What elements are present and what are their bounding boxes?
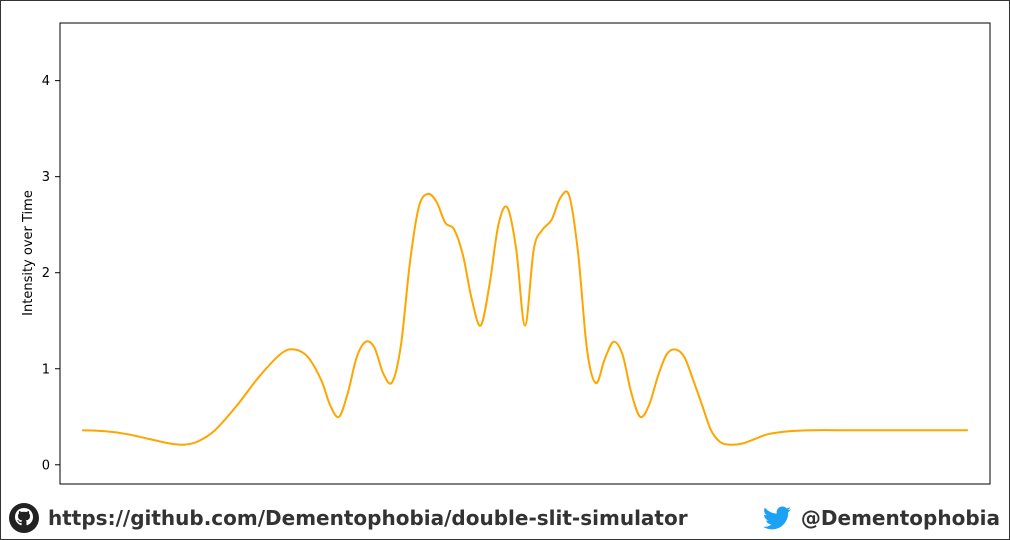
y-tick-label: 3 xyxy=(42,170,50,185)
y-tick-label: 0 xyxy=(42,458,50,473)
y-tick-label: 2 xyxy=(42,266,50,281)
twitter-handle: @Dementophobia xyxy=(800,506,1000,530)
github-link[interactable]: https://github.com/Dementophobia/double-… xyxy=(8,502,688,534)
twitter-link[interactable]: @Dementophobia xyxy=(761,502,1000,534)
intensity-chart: 0 1 2 3 4 Intensity over Time xyxy=(21,22,991,485)
github-icon xyxy=(9,503,39,533)
y-tick-label: 4 xyxy=(42,74,50,89)
twitter-icon xyxy=(762,506,791,530)
plot-area xyxy=(59,22,991,485)
footer: https://github.com/Dementophobia/double-… xyxy=(0,496,1010,540)
series-line xyxy=(82,190,968,446)
github-url: https://github.com/Dementophobia/double-… xyxy=(48,506,688,530)
y-tick-label: 1 xyxy=(42,362,50,377)
y-axis-label: Intensity over Time xyxy=(21,190,36,316)
y-axis-ticks: 0 1 2 3 4 xyxy=(42,74,60,473)
